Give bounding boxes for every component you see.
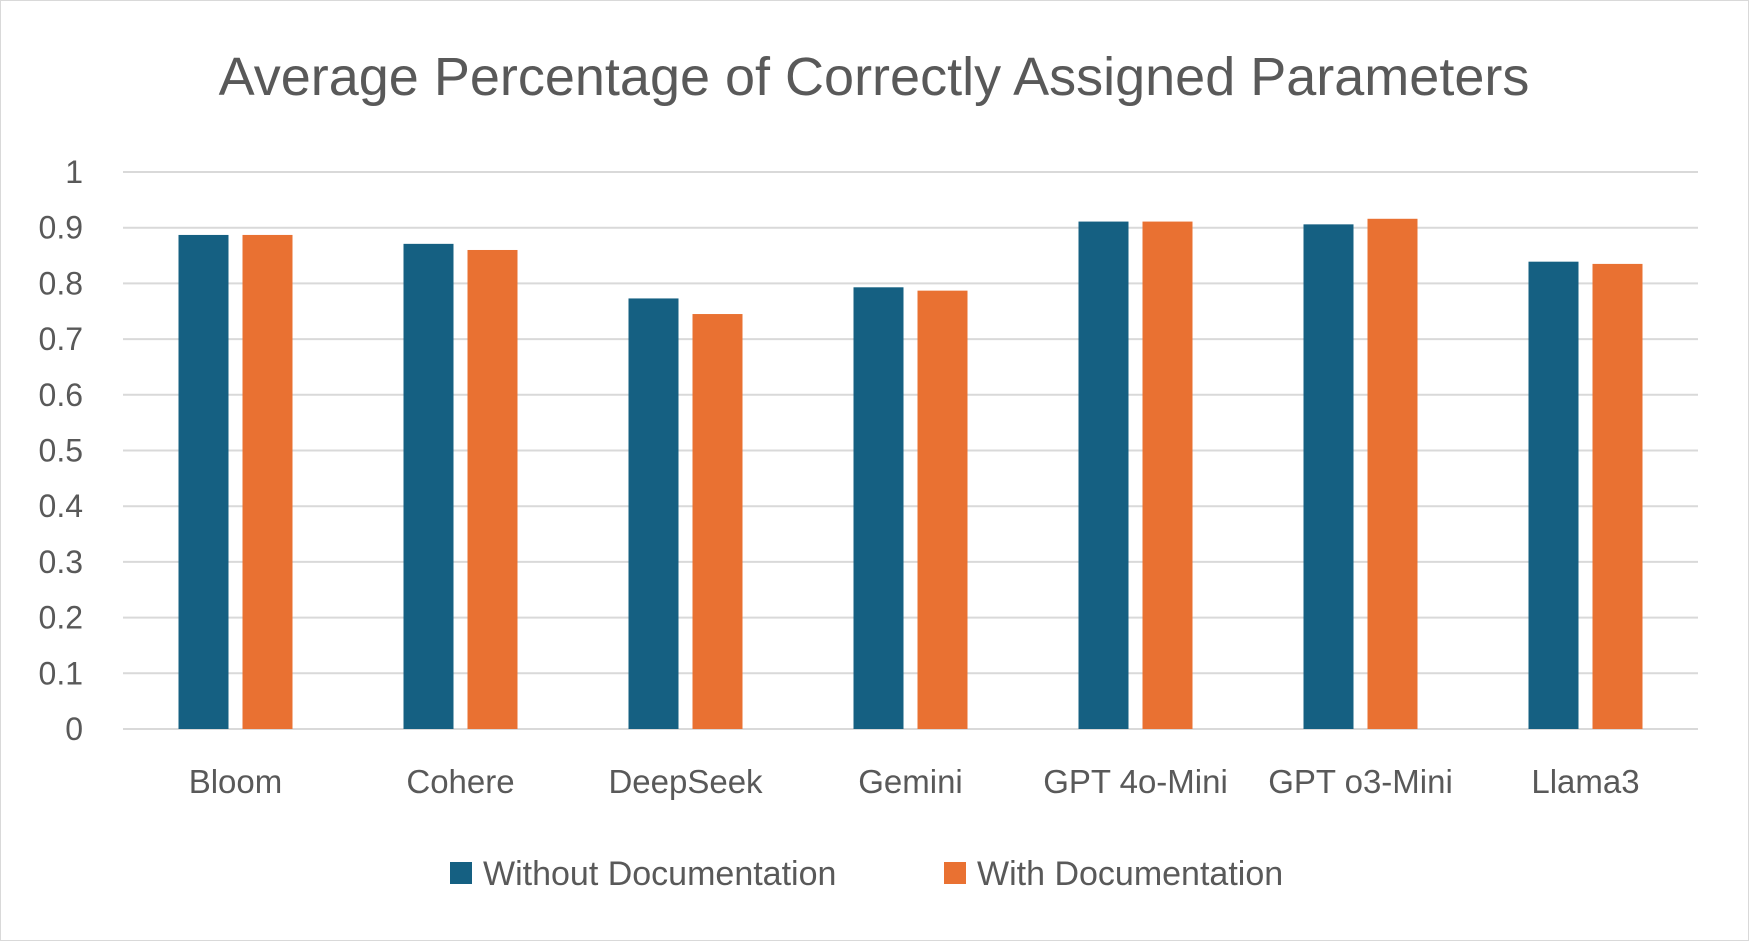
bar-with-documentation (917, 290, 968, 729)
y-tick-label: 0.9 (39, 210, 83, 246)
x-category-label: Llama3 (1531, 763, 1639, 800)
legend-swatch (450, 862, 472, 884)
bar-without-documentation (628, 298, 679, 729)
y-tick-label: 0.4 (39, 488, 83, 524)
x-category-label: GPT o3-Mini (1268, 763, 1453, 800)
chart-title: Average Percentage of Correctly Assigned… (219, 47, 1530, 107)
legend-label: Without Documentation (483, 855, 836, 893)
bar-without-documentation (178, 234, 229, 730)
bar-with-documentation (1592, 263, 1643, 729)
bar-with-documentation (467, 249, 518, 730)
gridlines (123, 171, 1698, 730)
legend-swatch (944, 862, 966, 884)
y-tick-label: 0 (65, 711, 83, 747)
y-tick-label: 0.1 (39, 655, 83, 691)
y-tick-label: 0.6 (39, 377, 83, 413)
bar-with-documentation (242, 234, 293, 730)
y-tick-label: 0.2 (39, 600, 83, 636)
y-axis-ticks: 0 0.1 0.2 0.3 0.4 0.5 0.6 0.7 0.8 0.9 1 (39, 154, 83, 747)
bars (178, 218, 1643, 730)
y-tick-label: 0.8 (39, 265, 83, 301)
y-tick-label: 0.3 (39, 544, 83, 580)
legend: Without Documentation With Documentation (450, 855, 1283, 893)
x-category-label: DeepSeek (608, 763, 763, 800)
y-tick-label: 0.7 (39, 321, 83, 357)
x-category-label: Gemini (858, 763, 963, 800)
bar-without-documentation (853, 287, 904, 729)
bar-without-documentation (1528, 261, 1579, 729)
bar-without-documentation (1078, 221, 1129, 729)
legend-label: With Documentation (977, 855, 1283, 893)
x-axis-categories: Bloom Cohere DeepSeek Gemini GPT 4o-Mini GPT … (189, 763, 1640, 800)
y-tick-label: 0.5 (39, 433, 83, 469)
bar-without-documentation (1303, 224, 1354, 729)
bar-with-documentation (692, 314, 743, 729)
x-category-label: GPT 4o-Mini (1043, 763, 1228, 800)
x-category-label: Bloom (189, 763, 283, 800)
bar-with-documentation (1142, 221, 1193, 729)
x-category-label: Cohere (406, 763, 514, 800)
y-tick-label: 1 (65, 154, 83, 190)
bar-with-documentation (1367, 218, 1418, 729)
bar-without-documentation (403, 243, 454, 729)
